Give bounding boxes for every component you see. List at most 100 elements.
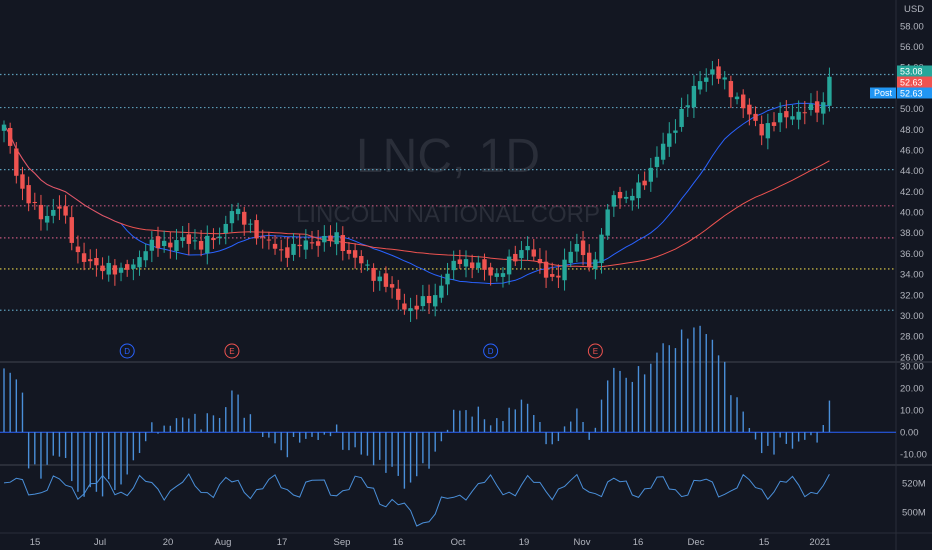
event-marker-circle (587, 343, 603, 359)
candle-body (759, 123, 764, 136)
oscillator-tick-label: 0.00 (900, 428, 919, 439)
candle-body (482, 259, 487, 270)
candle-body (796, 111, 801, 120)
candle-body (365, 264, 370, 266)
candlesticks[interactable] (1, 58, 832, 322)
price-tick-label: 34.00 (900, 270, 924, 281)
candle-body (328, 235, 333, 241)
candle-body (377, 276, 382, 282)
candle-body (562, 259, 567, 281)
price-tag-box (897, 76, 932, 88)
candle-body (580, 240, 586, 256)
candle-body (346, 249, 352, 254)
candle-body (14, 148, 19, 176)
candle-body (137, 257, 142, 268)
candle-body (777, 112, 783, 123)
candle-body (642, 180, 647, 186)
candle-body (106, 262, 111, 275)
candle-body (765, 123, 771, 139)
price-tick-label: 38.00 (900, 228, 924, 239)
candle-body (285, 247, 290, 258)
candle-body (506, 256, 512, 275)
price-tick-label: 30.00 (900, 311, 924, 322)
price-tick-label: 40.00 (900, 208, 924, 219)
candle-body (7, 127, 13, 146)
time-tick-label: Oct (451, 537, 466, 548)
candle-body (574, 243, 580, 252)
price-tick-label: 44.00 (900, 166, 924, 177)
price-tick-label: 28.00 (900, 332, 924, 343)
candle-body (519, 250, 524, 259)
candle-body (186, 234, 191, 244)
price-axis[interactable]: USD 58.0056.0054.0052.0050.0048.0046.004… (900, 4, 924, 363)
time-tick-label: Sep (334, 537, 351, 548)
candle-body (125, 264, 130, 270)
candle-body (593, 259, 598, 269)
candle-body (568, 251, 573, 263)
candle-body (254, 220, 259, 239)
candle-body (617, 191, 623, 199)
time-tick-label: 20 (163, 537, 174, 548)
volume-line: 520M 500M (3, 473, 926, 527)
event-marker-label: D (124, 347, 130, 356)
candle-body (605, 209, 610, 236)
price-axis-unit: USD (904, 4, 924, 15)
candle-body (229, 211, 235, 224)
candle-body (340, 235, 345, 252)
volume-tick-label: 520M (902, 479, 926, 490)
candle-body (396, 288, 401, 300)
candle-body (389, 284, 395, 288)
candle-body (408, 308, 413, 312)
candle-body (543, 261, 549, 278)
price-tick-label: 26.00 (900, 352, 924, 363)
candle-body (426, 295, 432, 304)
candle-body (679, 109, 684, 127)
candle-body (205, 235, 210, 254)
candle-body (469, 262, 475, 269)
candle-body (402, 303, 407, 310)
candle-body (716, 66, 721, 79)
candle-body (734, 96, 740, 100)
candle-body (451, 260, 456, 271)
candle-body (309, 242, 315, 244)
candle-body (611, 195, 617, 207)
candle-body (673, 130, 678, 133)
candle-body (476, 262, 481, 269)
candle-body (260, 236, 265, 238)
volume-line-path (3, 473, 830, 527)
moving-average-fast-line (3, 102, 830, 285)
candle-body (155, 236, 161, 249)
candle-body (149, 239, 155, 251)
price-tag-value: 52.63 (900, 78, 923, 88)
candle-body (556, 275, 561, 278)
time-axis[interactable]: 15 Jul 20 Aug 17 Sep 16 Oct 19 Nov 16 Dec 15 2021 (30, 537, 831, 548)
candle-body (352, 250, 358, 258)
candle-body (710, 69, 715, 75)
oscillator-tick-label: -10.00 (900, 450, 927, 461)
candle-body (722, 77, 727, 80)
candle-body (44, 215, 50, 223)
candle-body (660, 143, 666, 160)
candle-body (741, 94, 746, 109)
candle-body (248, 223, 253, 225)
watermark-symbol: LNC, 1D (356, 130, 540, 183)
candle-body (383, 273, 389, 287)
time-tick-label: 19 (519, 537, 530, 548)
candle-body (654, 156, 660, 167)
time-tick-label: Dec (688, 537, 705, 548)
oscillator-tick-label: 30.00 (900, 362, 924, 373)
event-marker-label: D (488, 347, 494, 356)
candle-body (630, 195, 635, 201)
candle-body (198, 240, 204, 250)
candle-body (279, 249, 284, 251)
candle-body (161, 240, 167, 247)
time-tick-label: Jul (94, 537, 106, 548)
time-tick-label: 16 (633, 537, 644, 548)
candle-body (26, 185, 31, 204)
candle-body (771, 122, 777, 126)
candle-body (94, 257, 99, 266)
candle-body (88, 259, 93, 262)
